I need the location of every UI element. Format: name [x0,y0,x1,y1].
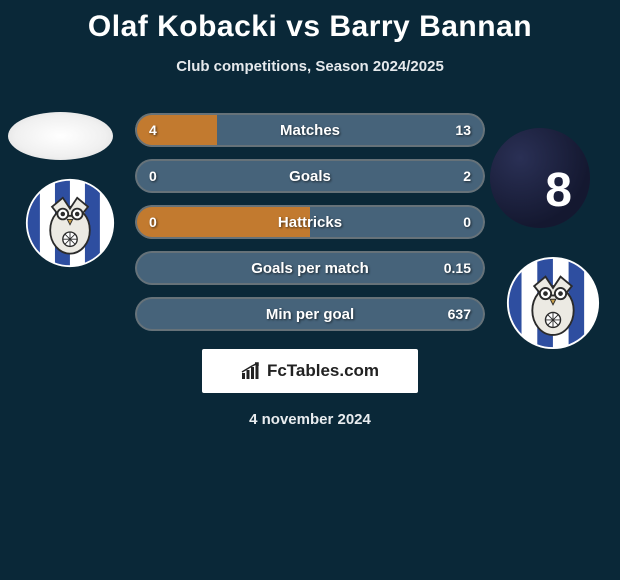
subtitle: Club competitions, Season 2024/2025 [0,58,620,75]
stat-row: Min per goal637 [135,297,485,331]
stat-label: Min per goal [135,297,485,331]
stat-label: Hattricks [135,205,485,239]
bar-chart-icon [241,362,263,380]
stat-label: Goals [135,159,485,193]
stats-area: Matches413Goals02Hattricks00Goals per ma… [0,113,620,331]
infographic-root: Olaf Kobacki vs Barry Bannan Club compet… [0,0,620,580]
stat-row: Goals0 2 [135,159,485,193]
stat-value-left: 4 [149,113,157,147]
stat-row: Goals per match0.15 [135,251,485,285]
date-text: 4 november 2024 [0,411,620,428]
brand-box: FcTables.com [202,349,418,393]
brand-text: FcTables.com [267,361,379,381]
stat-value-left: 0 [149,205,157,239]
stat-value-right: 637 [448,297,471,331]
stat-row: Hattricks0 0 [135,205,485,239]
stat-value-right: 0.15 [444,251,471,285]
stat-label: Goals per match [135,251,485,285]
stat-value-right: 0 [463,205,471,239]
stat-value-right: 2 [463,159,471,193]
stat-value-left: 0 [149,159,157,193]
stat-label: Matches [135,113,485,147]
page-title: Olaf Kobacki vs Barry Bannan [0,0,620,44]
stat-row: Matches4 13 [135,113,485,147]
stat-value-right: 13 [455,113,471,147]
